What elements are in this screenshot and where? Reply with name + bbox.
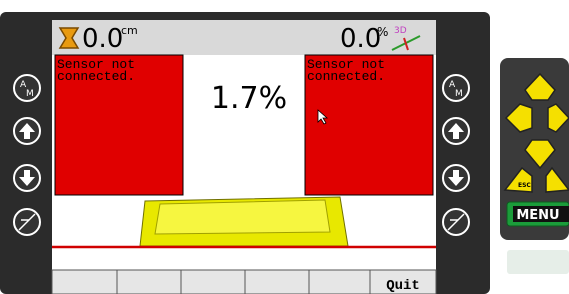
left-message-line: connected. — [57, 69, 135, 84]
softkey[interactable] — [245, 270, 309, 294]
slope-unit: % — [377, 25, 388, 39]
right-message-line: connected. — [307, 69, 385, 84]
right-manual-label: M — [455, 89, 463, 99]
mode-icon: 3D — [394, 26, 407, 36]
page: {"top_bar": {"depth_value": "0.0", "dept… — [0, 0, 569, 294]
depth-unit: cm — [121, 24, 138, 37]
softkey[interactable] — [181, 270, 245, 294]
menu-label: MENU — [516, 208, 559, 223]
esc-label: ESC — [518, 182, 531, 189]
keypad-reflection — [507, 250, 569, 274]
right-sensor-message: Sensor not connected. — [307, 57, 393, 84]
screenshot: 0.0 cm 0.0 % 3D Sensor not connected. Se… — [0, 0, 569, 294]
quit-label: Quit — [386, 278, 420, 294]
depth-value: 0.0 — [82, 24, 123, 54]
softkey-row: Quit — [52, 270, 436, 294]
softkey[interactable] — [117, 270, 181, 294]
softkey[interactable] — [309, 270, 370, 294]
slope-value: 0.0 — [340, 24, 381, 54]
center-value: 1.7% — [211, 81, 287, 116]
softkey[interactable] — [52, 270, 117, 294]
left-manual-label: M — [26, 89, 34, 99]
left-sensor-message: Sensor not connected. — [57, 57, 143, 84]
blade-face — [155, 200, 330, 234]
body: 0.0 cm 0.0 % 3D Sensor not connected. Se… — [0, 0, 569, 294]
